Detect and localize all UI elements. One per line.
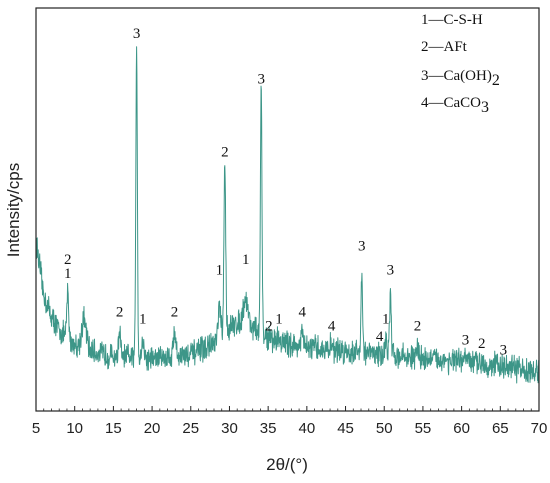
- x-tick-label: 45: [337, 420, 354, 437]
- xrd-pattern-line: [35, 46, 540, 384]
- legend-entry: 3—Ca(OH)2: [421, 68, 500, 89]
- peak-label: 2: [116, 304, 124, 320]
- x-axis-title: 2θ/(°): [266, 455, 308, 474]
- x-tick-label: 40: [299, 420, 316, 437]
- peak-label: 1: [242, 252, 250, 268]
- peak-label: 3: [462, 332, 470, 348]
- peak-label: 4: [376, 329, 384, 345]
- peak-label: 3: [500, 343, 508, 359]
- peak-label: 4: [298, 304, 306, 320]
- legend-entry: 2—AFt: [421, 39, 468, 55]
- peak-label: 1: [64, 266, 72, 282]
- peak-label: 1: [139, 311, 147, 327]
- x-tick-label: 20: [144, 420, 161, 437]
- peak-label: 3: [387, 263, 395, 279]
- x-tick-label: 35: [260, 420, 277, 437]
- legend-entry: 1—C-S-H: [421, 12, 483, 28]
- x-tick-label: 25: [182, 420, 199, 437]
- plot-frame: [35, 7, 540, 412]
- x-tick-label: 60: [453, 420, 470, 437]
- peak-label: 3: [257, 71, 265, 87]
- legend-entry: 4—CaCO3: [421, 95, 489, 116]
- x-tick-label: 70: [531, 420, 548, 437]
- legend: 1—C-S-H 2—AFt 3—Ca(OH)2 4—CaCO3: [421, 12, 500, 116]
- plot-area: [35, 7, 540, 412]
- y-axis-title: Intensity/cps: [4, 163, 23, 258]
- x-tick-label: 5: [32, 420, 40, 437]
- x-tick-label: 65: [492, 420, 509, 437]
- peak-label: 2: [171, 304, 179, 320]
- peak-label: 3: [133, 26, 141, 42]
- peak-label: 4: [328, 318, 336, 334]
- x-tick-label: 50: [376, 420, 393, 437]
- peak-label: 1: [275, 311, 283, 327]
- peak-label: 3: [358, 238, 366, 254]
- x-tick-label: 10: [66, 420, 83, 437]
- peak-label: 2: [221, 144, 229, 160]
- x-tick-label: 55: [415, 420, 432, 437]
- peak-label: 2: [265, 318, 273, 334]
- peak-label: 1: [382, 311, 390, 327]
- peak-label: 1: [216, 263, 224, 279]
- peak-label: 2: [478, 336, 486, 352]
- x-tick-label: 30: [221, 420, 238, 437]
- peak-label: 2: [64, 252, 72, 268]
- peak-label: 2: [414, 318, 422, 334]
- x-tick-label: 15: [105, 420, 122, 437]
- x-axis-ticks: 5 10 15 20 25 30 35 40 45 50 55 60 65 70: [32, 406, 548, 437]
